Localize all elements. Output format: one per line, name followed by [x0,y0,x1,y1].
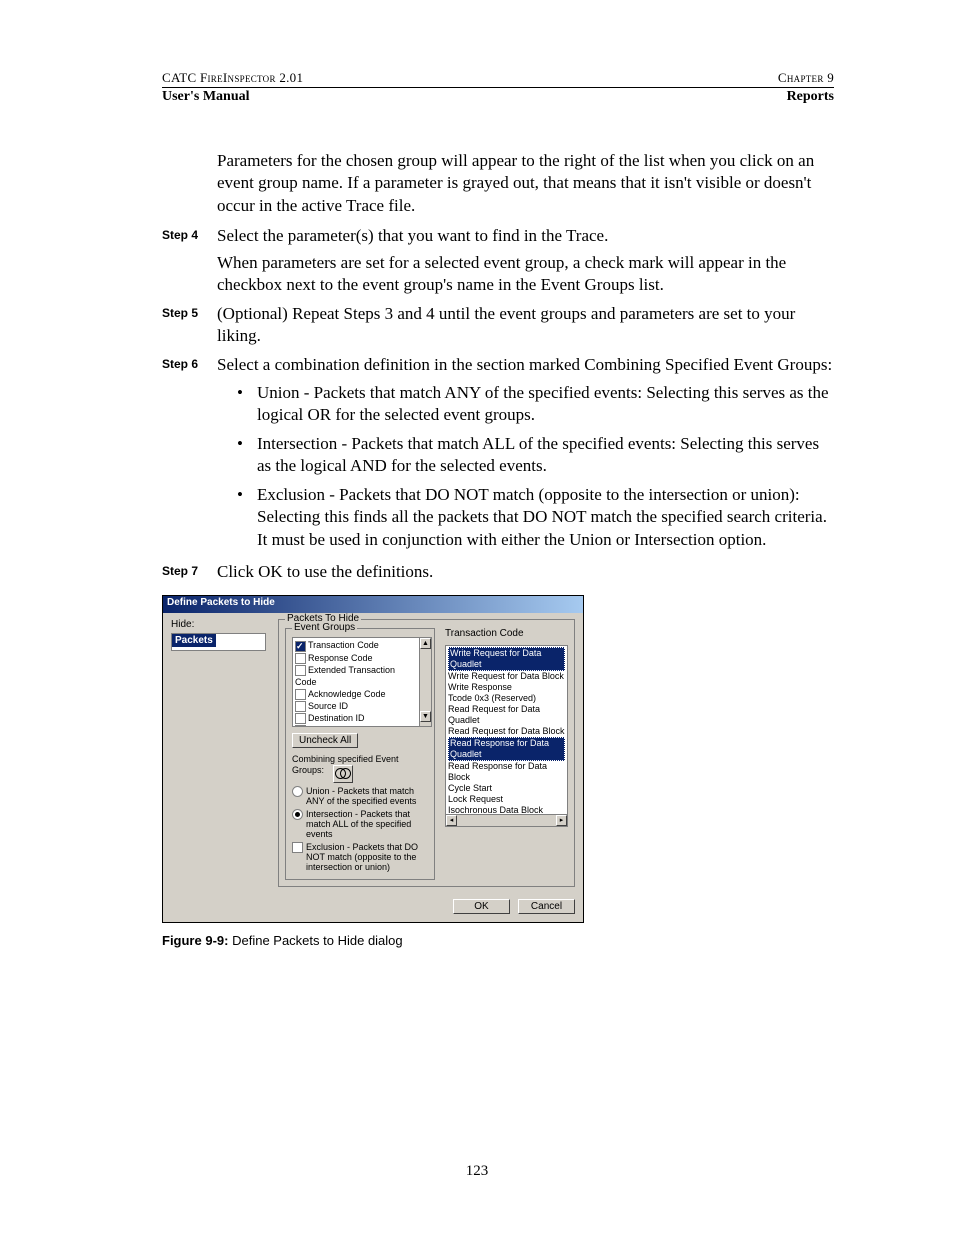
scroll-right-icon[interactable]: ▸ [556,815,567,826]
step4-continue: When parameters are set for a selected e… [217,252,834,297]
tcode-item[interactable]: Write Request for Data Quadlet [448,647,565,671]
step5-label: Step 5 [162,303,217,348]
subheader-right: Reports [787,89,834,105]
tcode-item[interactable]: Cycle Start [448,783,565,794]
checkbox-exclusion[interactable] [292,842,303,853]
radio-union[interactable] [292,786,303,797]
event-groups-legend: Event Groups [292,622,357,633]
figure-number: Figure 9-9: [162,933,228,948]
checkbox-icon[interactable] [295,701,306,712]
venn-icon[interactable] [333,765,353,783]
intro-paragraph: Parameters for the chosen group will app… [217,150,834,217]
event-groups-listbox[interactable]: Transaction Code Response Code Extended … [292,637,432,727]
eg-item[interactable]: Source ID [308,701,348,711]
h-scrollbar[interactable]: ◂ ▸ [446,814,567,826]
define-packets-dialog: Define Packets to Hide Hide: Packets Pac… [162,595,584,923]
tcode-item[interactable]: Tcode 0x3 (Reserved) [448,693,565,704]
radio-intersection-label: Intersection - Packets that match ALL of… [306,809,432,839]
tcode-item[interactable]: Write Response [448,682,565,693]
tcode-item[interactable]: Read Request for Data Block [448,726,565,737]
scrollbar[interactable]: ▲ ▼ [419,638,431,726]
tcode-item[interactable]: Write Request for Data Block [448,671,565,682]
step7-label: Step 7 [162,561,217,583]
step6-label: Step 6 [162,354,217,376]
step7-text: Click OK to use the definitions. [217,561,834,583]
transaction-code-label: Transaction Code [445,628,568,639]
bullet-list: Union - Packets that match ANY of the sp… [237,382,834,551]
scroll-down-icon[interactable]: ▼ [420,711,431,722]
ok-button[interactable]: OK [453,899,510,914]
step5-text: (Optional) Repeat Steps 3 and 4 until th… [217,303,834,348]
eg-item[interactable]: Acknowledge Code [308,689,386,699]
eg-item[interactable]: Response Code [308,653,373,663]
header-right: Chapter 9 [778,70,834,86]
eg-item[interactable]: Transaction Code [308,640,379,650]
uncheck-all-button[interactable]: Uncheck All [292,733,358,748]
transaction-code-listbox[interactable]: Write Request for Data Quadlet Write Req… [445,645,568,827]
scroll-left-icon[interactable]: ◂ [446,815,457,826]
step6-text: Select a combination definition in the s… [217,354,834,376]
tcode-item[interactable]: Lock Request [448,794,565,805]
eg-item[interactable]: Data Length [308,725,357,727]
tcode-item[interactable]: Read Response for Data Quadlet [448,737,565,761]
cancel-button[interactable]: Cancel [518,899,575,914]
subheader-left: User's Manual [162,89,250,105]
checkbox-icon[interactable] [295,665,306,676]
checkbox-icon[interactable] [295,641,306,652]
hide-list-item[interactable]: Packets [172,634,216,647]
tcode-item[interactable]: Read Response for Data Block [448,761,565,783]
header-rule [162,87,834,88]
bullet-exclusion: Exclusion - Packets that DO NOT match (o… [237,484,834,551]
hide-listbox[interactable]: Packets [171,633,266,651]
step4-label: Step 4 [162,225,217,247]
checkbox-exclusion-label: Exclusion - Packets that DO NOT match (o… [306,842,432,872]
checkbox-icon[interactable] [295,653,306,664]
figure-caption: Figure 9-9: Define Packets to Hide dialo… [162,933,834,948]
dialog-titlebar[interactable]: Define Packets to Hide [163,596,583,613]
header-left: CATC FireInspector 2.01 [162,70,303,86]
bullet-union: Union - Packets that match ANY of the sp… [237,382,834,427]
scroll-up-icon[interactable]: ▲ [420,638,431,649]
checkbox-icon[interactable] [295,689,306,700]
checkbox-icon[interactable] [295,713,306,724]
step4-text: Select the parameter(s) that you want to… [217,225,834,247]
radio-intersection[interactable] [292,809,303,820]
page-number: 123 [0,1163,954,1180]
checkbox-icon[interactable] [295,725,306,727]
eg-item[interactable]: Extended Transaction Code [295,665,395,687]
eg-item[interactable]: Destination ID [308,713,365,723]
bullet-intersection: Intersection - Packets that match ALL of… [237,433,834,478]
hide-label: Hide: [171,619,266,630]
radio-union-label: Union - Packets that match ANY of the sp… [306,786,432,806]
tcode-item[interactable]: Read Request for Data Quadlet [448,704,565,726]
figure-caption-text: Define Packets to Hide dialog [232,933,403,948]
